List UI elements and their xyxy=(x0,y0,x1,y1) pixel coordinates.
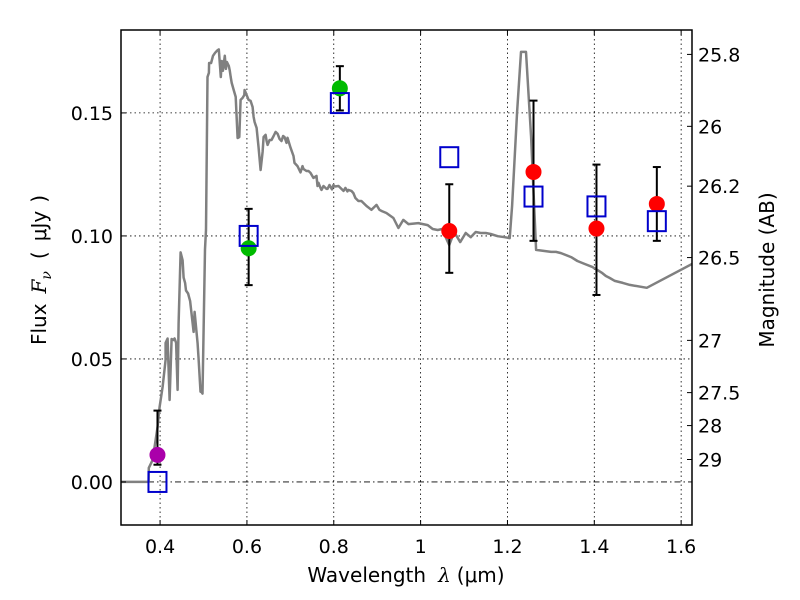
y2-tick-label: 26.5 xyxy=(698,248,740,270)
model-photometry-square xyxy=(238,224,259,247)
y-axis-label-text: Flux xyxy=(27,303,51,345)
x-tick-label: 0.6 xyxy=(232,536,262,558)
observed-point xyxy=(588,220,605,237)
y-tick-label: 0.15 xyxy=(71,103,113,125)
x-axis-label-symbol: λ xyxy=(437,563,451,587)
y2-axis-ticks: 25.8 26 26.2 26.5 27 27.5 28 29 xyxy=(687,44,740,472)
y-axis-ticks: 0.00 0.05 0.10 0.15 xyxy=(71,103,126,494)
model-spectrum-line xyxy=(121,48,692,484)
model-photometry-squares xyxy=(147,92,667,493)
y2-tick-label: 26 xyxy=(698,116,722,138)
observed-point xyxy=(149,446,166,463)
model-photometry-square xyxy=(586,195,607,218)
observed-point xyxy=(525,163,542,180)
y-axis-label-subscript: ν xyxy=(39,271,55,280)
y2-tick-label: 27.5 xyxy=(698,383,740,405)
y2-tick-label: 28 xyxy=(698,416,722,438)
x-tick-label: 1.2 xyxy=(492,536,522,558)
y2-tick-label: 27 xyxy=(698,330,722,352)
model-photometry-square xyxy=(439,146,460,169)
x-axis-label-text: Wavelength xyxy=(307,563,426,587)
y2-axis-label: Magnitude (AB) xyxy=(755,192,779,347)
y-tick-label: 0.10 xyxy=(71,226,113,248)
observed-point xyxy=(648,195,665,212)
y-axis-label-paren-close: ) xyxy=(27,195,51,203)
y-axis-label: Flux Fν ( μJy) xyxy=(27,195,55,345)
model-photometry-square xyxy=(147,470,168,493)
observed-point xyxy=(240,240,257,257)
y-tick-label: 0.00 xyxy=(71,472,113,494)
x-axis-ticks: 0.4 0.6 0.8 1 1.2 1.4 1.6 xyxy=(145,30,696,558)
x-axis-label: Wavelength λ (μm) xyxy=(307,563,504,587)
model-photometry-square xyxy=(646,210,667,233)
y2-tick-label: 26.2 xyxy=(698,176,740,198)
y-tick-label: 0.05 xyxy=(71,349,113,371)
y-axis-label-unit: μJy xyxy=(27,211,51,242)
x-tick-label: 1.4 xyxy=(579,536,609,558)
x-tick-label: 1.6 xyxy=(666,536,696,558)
y2-tick-label: 29 xyxy=(698,450,722,472)
x-tick-label: 0.4 xyxy=(145,536,175,558)
model-photometry-square xyxy=(523,185,544,208)
plot-frame xyxy=(120,29,693,526)
y-axis-label-symbol: F xyxy=(27,278,51,294)
y2-tick-label: 25.8 xyxy=(698,44,740,66)
x-tick-label: 1 xyxy=(415,536,427,558)
x-axis-label-unit: (μm) xyxy=(457,563,505,587)
model-photometry-square xyxy=(329,92,350,115)
observed-point xyxy=(441,223,458,240)
y-axis-label-paren-open: ( xyxy=(27,251,51,259)
x-tick-label: 0.8 xyxy=(319,536,349,558)
